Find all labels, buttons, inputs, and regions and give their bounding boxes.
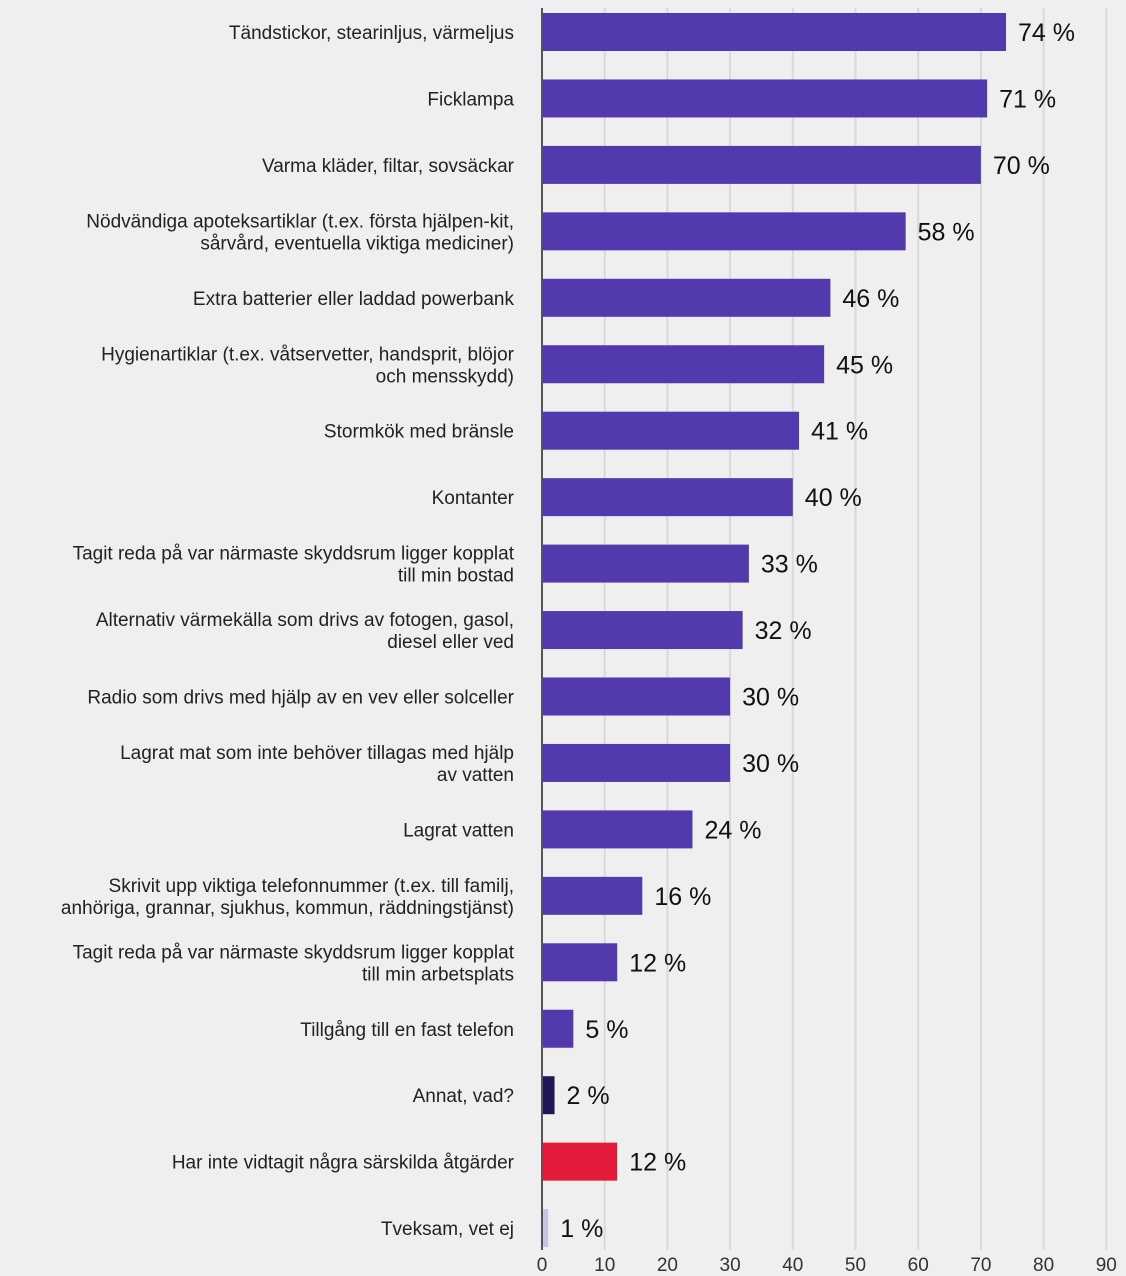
value-label-12: 30 % <box>742 750 799 778</box>
value-label-11: 30 % <box>742 684 799 712</box>
bar-8 <box>542 478 793 517</box>
value-label-10: 32 % <box>755 617 812 645</box>
bar-1 <box>542 13 1006 51</box>
category-label-8: Kontanter <box>432 488 515 509</box>
category-label-5: Extra batterier eller laddad powerbank <box>193 289 515 310</box>
bar-6 <box>542 345 825 384</box>
bar-11 <box>542 677 731 716</box>
category-label-9: Tagit reda på var närmaste skyddsrum lig… <box>73 544 515 587</box>
bar-18 <box>542 1142 618 1181</box>
x-tick-label-30: 30 <box>720 1255 741 1276</box>
bar-9 <box>542 544 749 583</box>
bar-13 <box>542 810 693 849</box>
value-label-2: 71 % <box>999 85 1056 113</box>
category-label-16: Tillgång till en fast telefon <box>300 1020 514 1041</box>
bar-2 <box>542 79 988 118</box>
bar-19 <box>542 1209 549 1248</box>
category-label-7: Stormkök med bränsle <box>324 422 514 443</box>
bar-4 <box>542 212 906 251</box>
category-label-15: Tagit reda på var närmaste skyddsrum lig… <box>73 942 515 985</box>
category-label-17: Annat, vad? <box>413 1086 514 1107</box>
x-tick-label-80: 80 <box>1033 1255 1054 1276</box>
x-tick-label-60: 60 <box>908 1255 929 1276</box>
value-label-4: 58 % <box>918 218 975 246</box>
x-tick-label-40: 40 <box>782 1255 803 1276</box>
category-label-3: Varma kläder, filtar, sovsäckar <box>262 156 515 177</box>
bar-16 <box>542 1009 574 1048</box>
category-label-10: Alternativ värmekälla som drivs av fotog… <box>96 610 514 653</box>
value-label-17: 2 % <box>567 1082 610 1110</box>
bars <box>542 13 1006 1248</box>
x-tick-label-20: 20 <box>657 1255 678 1276</box>
category-label-1: Tändstickor, stearinljus, värmeljus <box>229 23 514 44</box>
bar-17 <box>542 1076 555 1115</box>
bar-15 <box>542 943 618 982</box>
value-label-14: 16 % <box>654 883 711 911</box>
value-label-3: 70 % <box>993 152 1050 180</box>
bar-3 <box>542 145 981 184</box>
x-tick-label-90: 90 <box>1096 1255 1117 1276</box>
x-tick-label-10: 10 <box>594 1255 615 1276</box>
value-label-5: 46 % <box>842 285 899 313</box>
value-label-6: 45 % <box>836 351 893 379</box>
category-label-13: Lagrat vatten <box>403 820 514 841</box>
value-label-8: 40 % <box>805 484 862 512</box>
value-label-19: 1 % <box>560 1215 603 1243</box>
category-label-4: Nödvändiga apoteksartiklar (t.ex. första… <box>86 211 514 254</box>
value-label-9: 33 % <box>761 551 818 579</box>
bar-10 <box>542 611 743 650</box>
bar-14 <box>542 876 643 915</box>
x-tick-label-0: 0 <box>537 1255 548 1276</box>
x-tick-label-70: 70 <box>970 1255 991 1276</box>
value-label-18: 12 % <box>629 1149 686 1177</box>
value-label-16: 5 % <box>585 1016 628 1044</box>
value-label-1: 74 % <box>1018 19 1075 47</box>
bar-12 <box>542 743 731 782</box>
bar-7 <box>542 411 800 450</box>
value-label-7: 41 % <box>811 418 868 446</box>
x-axis-ticks: 0 10 20 30 40 50 60 70 80 90 <box>537 1255 1117 1276</box>
value-label-15: 12 % <box>629 949 686 977</box>
category-label-11: Radio som drivs med hjälp av en vev elle… <box>87 688 514 709</box>
category-label-6: Hygienartiklar (t.ex. våtservetter, hand… <box>101 344 515 387</box>
category-label-2: Ficklampa <box>427 89 514 110</box>
category-label-12: Lagrat mat som inte behöver tillagas med… <box>120 743 514 786</box>
x-tick-label-50: 50 <box>845 1255 866 1276</box>
value-labels: 74 % 71 % 70 % 58 % 46 % 45 % 41 % 40 % 33 % 32 %… <box>560 19 1075 1243</box>
category-label-19: Tveksam, vet ej <box>381 1219 514 1240</box>
category-label-14: Skrivit upp viktiga telefonnummer (t.ex.… <box>61 876 514 919</box>
bar-5 <box>542 278 831 317</box>
value-label-13: 24 % <box>704 816 761 844</box>
category-label-18: Har inte vidtagit några särskilda åtgärd… <box>172 1153 515 1174</box>
category-labels: Tändstickor, stearinljus, värmeljus Fickl… <box>61 23 515 1240</box>
